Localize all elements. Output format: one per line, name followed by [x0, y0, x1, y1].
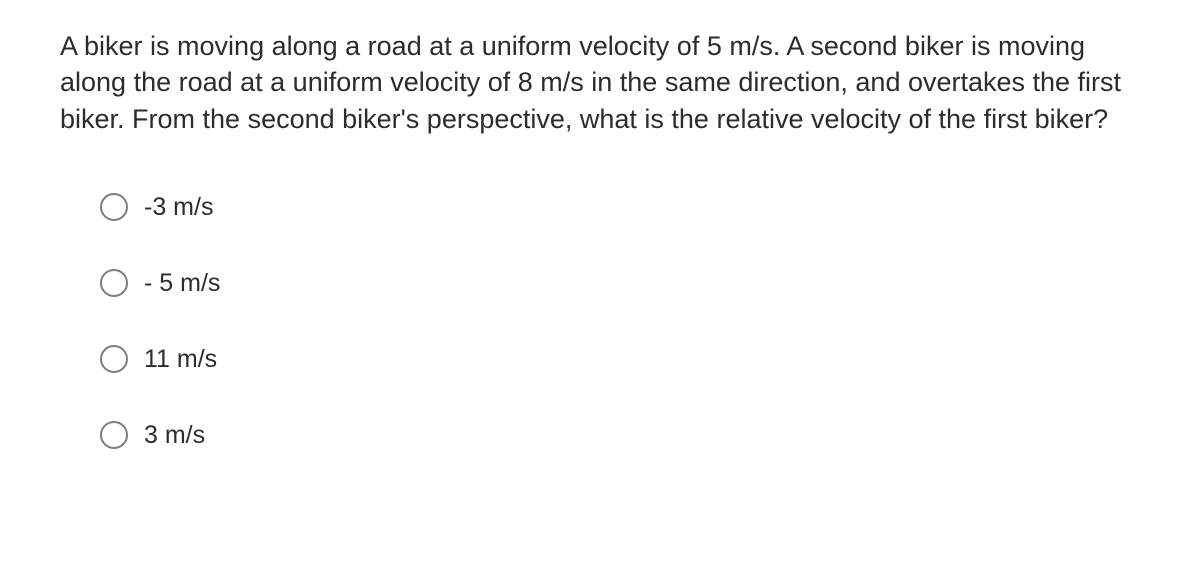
option-label: -3 m/s [144, 195, 213, 220]
question-container: A biker is moving along a road at a unif… [0, 0, 1200, 449]
option-3[interactable]: 3 m/s [100, 421, 1140, 449]
option-label: 11 m/s [144, 347, 217, 372]
option-1[interactable]: - 5 m/s [100, 269, 1140, 297]
question-text: A biker is moving along a road at a unif… [60, 28, 1140, 137]
radio-icon[interactable] [100, 345, 128, 373]
options-list: -3 m/s - 5 m/s 11 m/s 3 m/s [60, 193, 1140, 449]
radio-icon[interactable] [100, 421, 128, 449]
option-label: - 5 m/s [144, 271, 220, 296]
radio-icon[interactable] [100, 269, 128, 297]
radio-icon[interactable] [100, 193, 128, 221]
option-2[interactable]: 11 m/s [100, 345, 1140, 373]
option-0[interactable]: -3 m/s [100, 193, 1140, 221]
option-label: 3 m/s [144, 423, 205, 448]
